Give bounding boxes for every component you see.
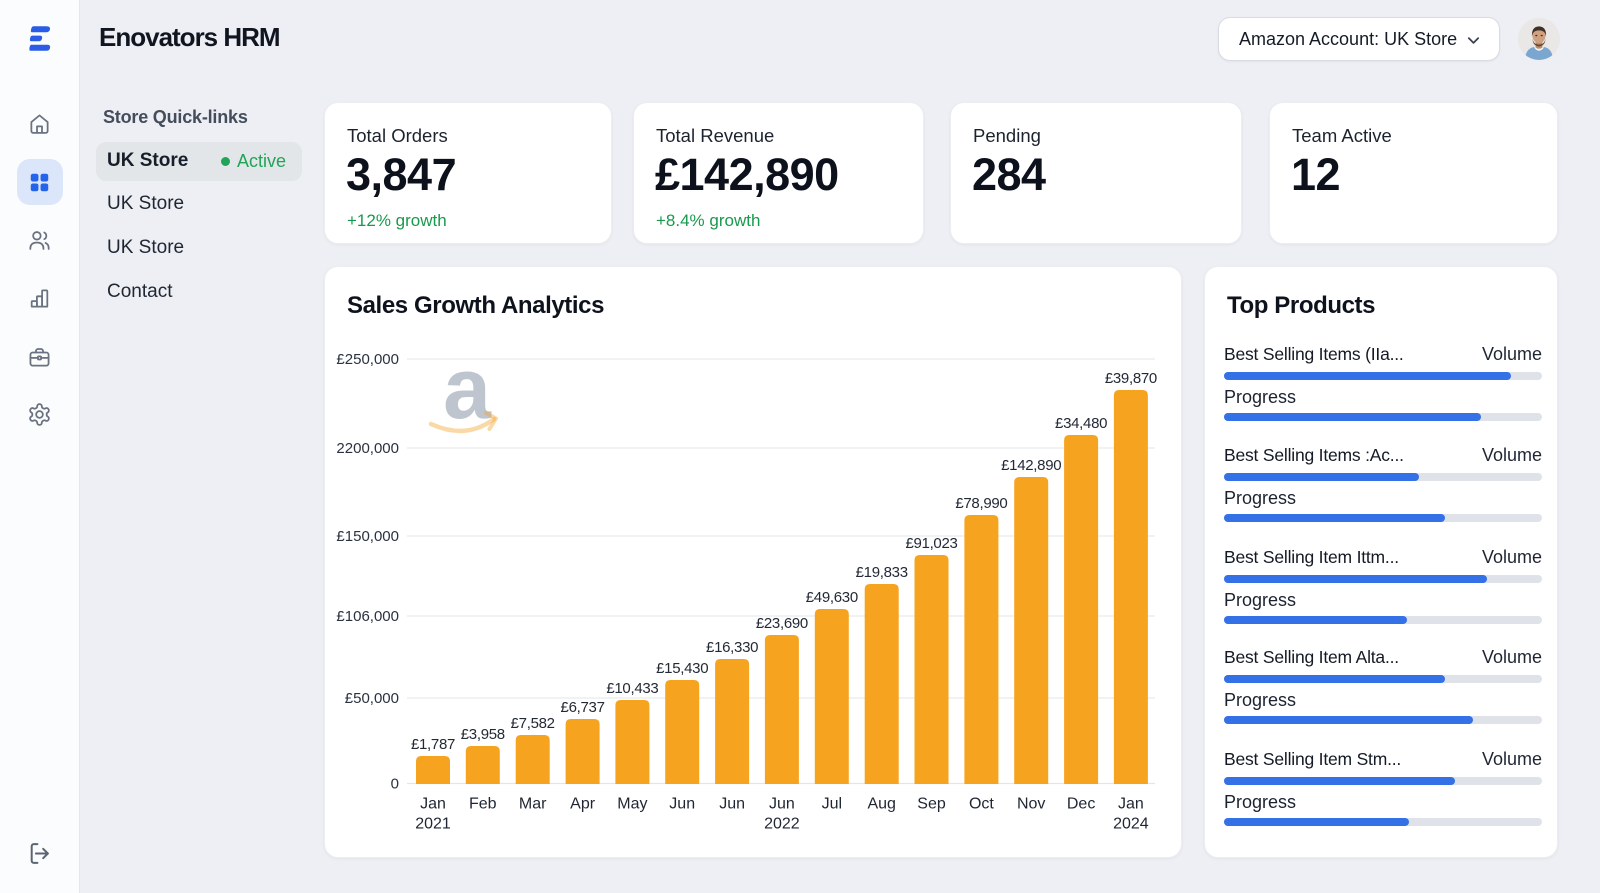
svg-text:£19,833: £19,833 [856,564,908,581]
svg-text:Apr: Apr [570,796,596,813]
svg-text:2022: 2022 [764,816,800,833]
svg-text:£49,630: £49,630 [806,589,858,606]
svg-text:£78,990: £78,990 [955,495,1007,512]
svg-text:Aug: Aug [867,796,895,813]
svg-text:£250,000: £250,000 [336,351,399,368]
svg-text:£91,023: £91,023 [905,535,957,552]
svg-text:Jun: Jun [769,796,795,813]
svg-text:£142,890: £142,890 [1001,457,1061,474]
svg-text:£50,000: £50,000 [345,690,399,707]
svg-text:Mar: Mar [519,796,547,813]
svg-text:Nov: Nov [1017,796,1045,813]
svg-text:£16,330: £16,330 [706,639,758,656]
svg-text:Feb: Feb [469,796,497,813]
svg-text:2024: 2024 [1113,816,1149,833]
svg-text:£6,737: £6,737 [561,699,605,716]
svg-text:Dec: Dec [1067,796,1095,813]
svg-text:Jul: Jul [822,796,842,813]
svg-text:Jan: Jan [1118,796,1144,813]
svg-text:May: May [617,796,647,813]
svg-text:£23,690: £23,690 [756,615,808,632]
svg-text:Jun: Jun [719,796,745,813]
svg-text:a: a [443,341,492,437]
svg-text:0: 0 [391,776,399,793]
svg-text:£3,958: £3,958 [461,726,505,743]
svg-text:£15,430: £15,430 [656,660,708,677]
svg-text:£7,582: £7,582 [511,715,555,732]
svg-text:2200,000: 2200,000 [336,440,399,457]
svg-text:Sep: Sep [917,796,946,813]
svg-text:Jun: Jun [669,796,695,813]
svg-text:£39,870: £39,870 [1105,370,1157,387]
svg-text:Jan: Jan [420,796,446,813]
svg-text:£150,000: £150,000 [336,528,399,545]
svg-text:2021: 2021 [415,816,451,833]
svg-text:£106,000: £106,000 [336,608,399,625]
svg-text:£10,433: £10,433 [606,680,658,697]
svg-text:£34,480: £34,480 [1055,415,1107,432]
svg-text:Oct: Oct [969,796,994,813]
svg-text:£1,787: £1,787 [411,736,455,753]
